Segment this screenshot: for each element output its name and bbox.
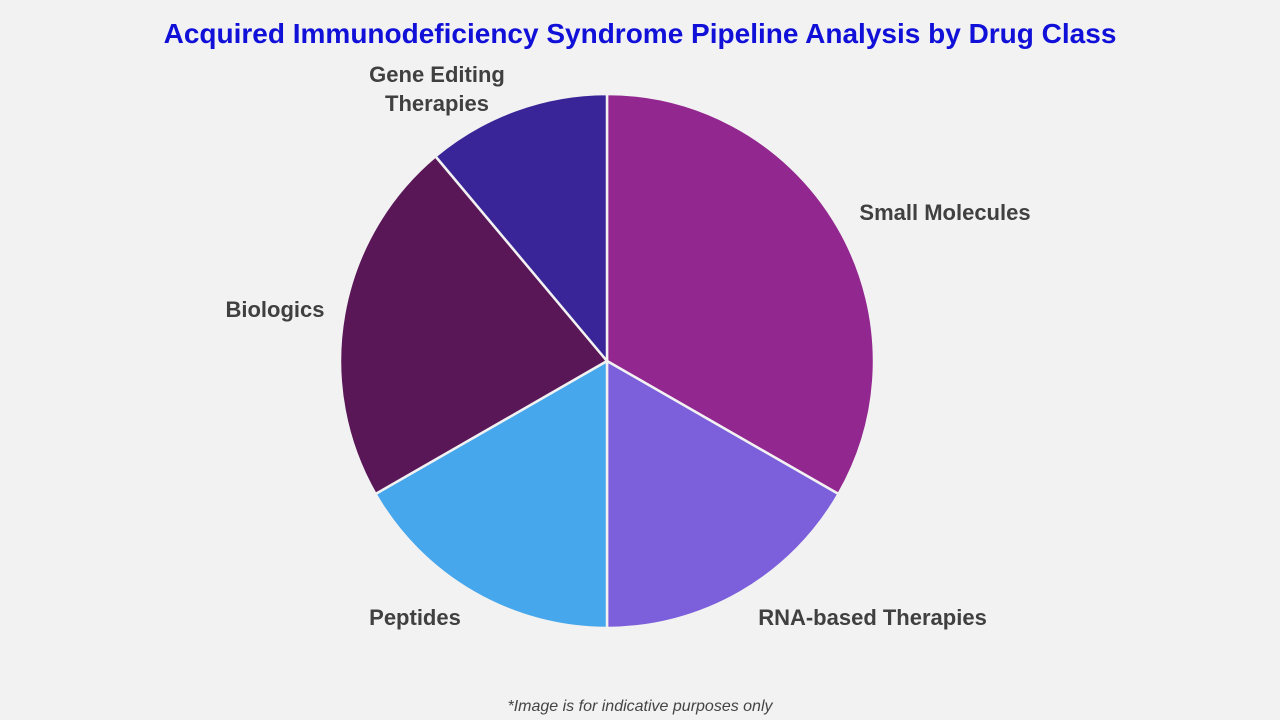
slice-label-rna-based-therapies: RNA-based Therapies (758, 605, 987, 630)
slice-label-biologics: Biologics (225, 297, 325, 322)
slice-label-peptides: Peptides (369, 605, 461, 630)
pie-slice-gene-editing-therapies (433, 92, 609, 365)
footnote: *Image is for indicative purposes only (507, 698, 773, 715)
pie-slice-peptides (373, 358, 609, 630)
pie-slice-biologics (338, 154, 609, 496)
pie-slice-small-molecules (605, 92, 876, 496)
pie-slice-rna-based-therapies (605, 358, 841, 630)
slice-label-gene-editing-therapies: Gene Editing Therapies (369, 62, 505, 116)
slice-label-small-molecules: Small Molecules (859, 200, 1031, 225)
chart-title: Acquired Immunodeficiency Syndrome Pipel… (163, 18, 1117, 49)
